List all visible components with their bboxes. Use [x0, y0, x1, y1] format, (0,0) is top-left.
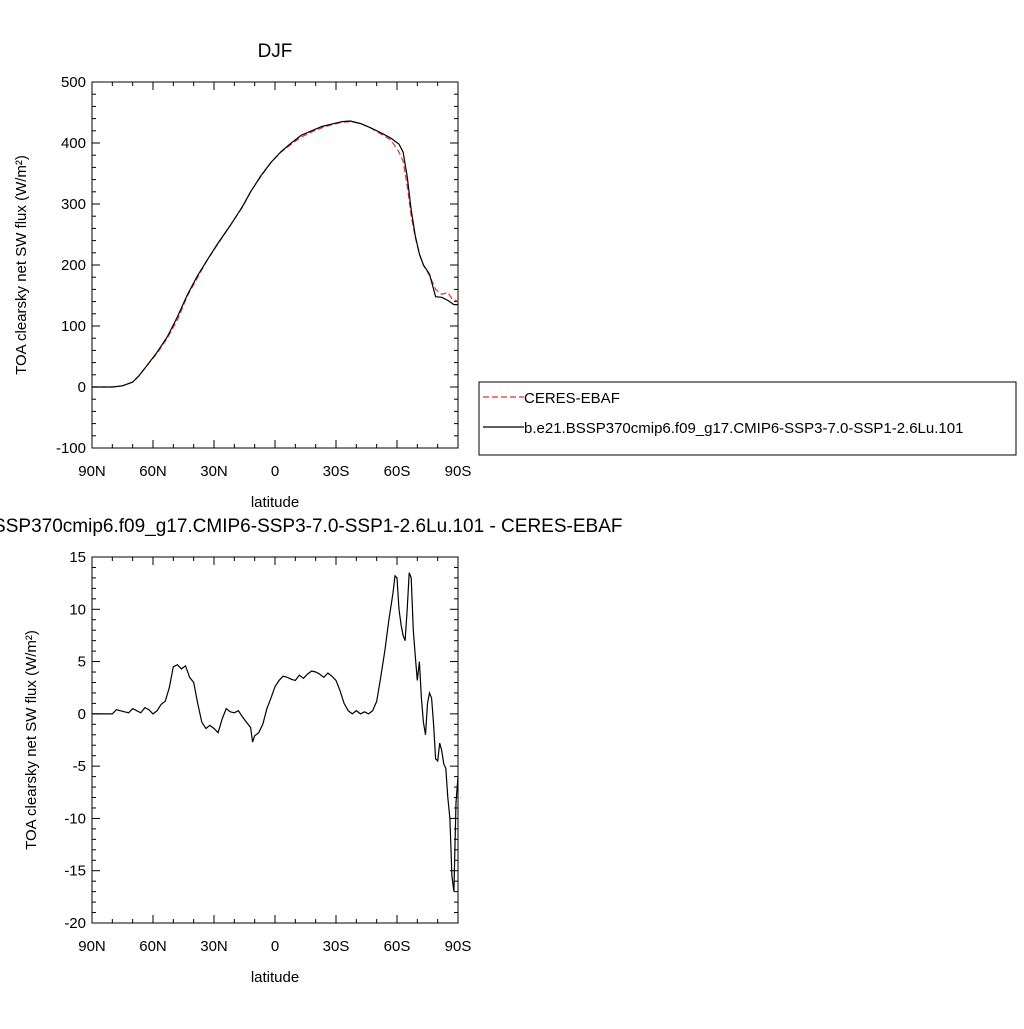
- bottom-x-ticks: 90N 60N 30N 0 30S 60S 90S: [78, 557, 471, 955]
- top-series-line-1: [92, 120, 458, 388]
- bottom-y-tick-label: 15: [69, 549, 86, 566]
- bottom-y-tick-label: 5: [78, 654, 86, 671]
- legend-label-ceres: CERES-EBAF: [524, 390, 620, 407]
- top-x-tick-label: 0: [271, 463, 279, 480]
- top-x-tick-label: 90N: [78, 463, 106, 480]
- bottom-y-tick-label: 10: [69, 601, 86, 618]
- top-panel: DJF 90N 60N 30N 0 30S 60S 90S -100 0 100 200 300 40…: [13, 41, 471, 511]
- legend: CERES-EBAF b.e21.BSSP370cmip6.f09_g17.CM…: [478, 381, 1017, 456]
- bottom-x-tick-label: 60S: [384, 938, 411, 955]
- top-x-tick-label: 30N: [200, 463, 228, 480]
- bottom-chart-title: b.e21.BSSP370cmip6.f09_g17.CMIP6-SSP3-7.…: [0, 516, 622, 537]
- bottom-y-tick-label: -15: [64, 863, 86, 880]
- top-y-axis-label: TOA clearsky net SW flux (W/m²): [13, 155, 30, 375]
- top-y-ticks: -100 0 100 200 300 400 500: [56, 74, 458, 457]
- bottom-y-tick-label: -20: [64, 915, 86, 932]
- bottom-x-tick-label: 30N: [200, 938, 228, 955]
- top-x-tick-label: 60S: [384, 463, 411, 480]
- bottom-x-tick-label: 30S: [323, 938, 350, 955]
- top-y-tick-label: 400: [61, 135, 86, 152]
- bottom-x-tick-label: 90S: [445, 938, 472, 955]
- bottom-series-line-0: [92, 572, 459, 892]
- bottom-x-tick-label: 0: [271, 938, 279, 955]
- bottom-series-lines: [92, 572, 459, 892]
- top-y-tick-label: 0: [78, 379, 86, 396]
- top-y-tick-label: 300: [61, 196, 86, 213]
- top-x-tick-label: 30S: [323, 463, 350, 480]
- legend-label-model: b.e21.BSSP370cmip6.f09_g17.CMIP6-SSP3-7.…: [524, 420, 963, 437]
- legend-box: [478, 381, 1017, 456]
- bottom-panel: b.e21.BSSP370cmip6.f09_g17.CMIP6-SSP3-7.…: [0, 516, 622, 986]
- top-x-tick-label: 60N: [139, 463, 167, 480]
- top-plot-frame: [91, 81, 459, 449]
- top-y-tick-label: 100: [61, 318, 86, 335]
- top-chart-title: DJF: [258, 41, 293, 62]
- top-y-tick-label: 500: [61, 74, 86, 91]
- bottom-y-tick-label: -5: [73, 758, 86, 775]
- top-series-line-0: [92, 120, 459, 388]
- bottom-x-tick-label: 60N: [139, 938, 167, 955]
- bottom-plot-frame: [91, 556, 459, 924]
- bottom-y-tick-label: 0: [78, 706, 86, 723]
- top-x-tick-label: 90S: [445, 463, 472, 480]
- bottom-x-axis-label: latitude: [251, 969, 299, 986]
- top-x-axis-label: latitude: [251, 494, 299, 511]
- bottom-y-ticks: -20 -15 -10 -5 0 5 10 15: [64, 549, 458, 932]
- bottom-y-axis-label: TOA clearsky net SW flux (W/m²): [23, 630, 40, 850]
- top-series-lines: [92, 120, 459, 388]
- top-y-tick-label: 200: [61, 257, 86, 274]
- bottom-x-tick-label: 90N: [78, 938, 106, 955]
- top-x-ticks: 90N 60N 30N 0 30S 60S 90S: [78, 82, 471, 480]
- bottom-y-tick-label: -10: [64, 810, 86, 827]
- top-y-tick-label: -100: [56, 440, 86, 457]
